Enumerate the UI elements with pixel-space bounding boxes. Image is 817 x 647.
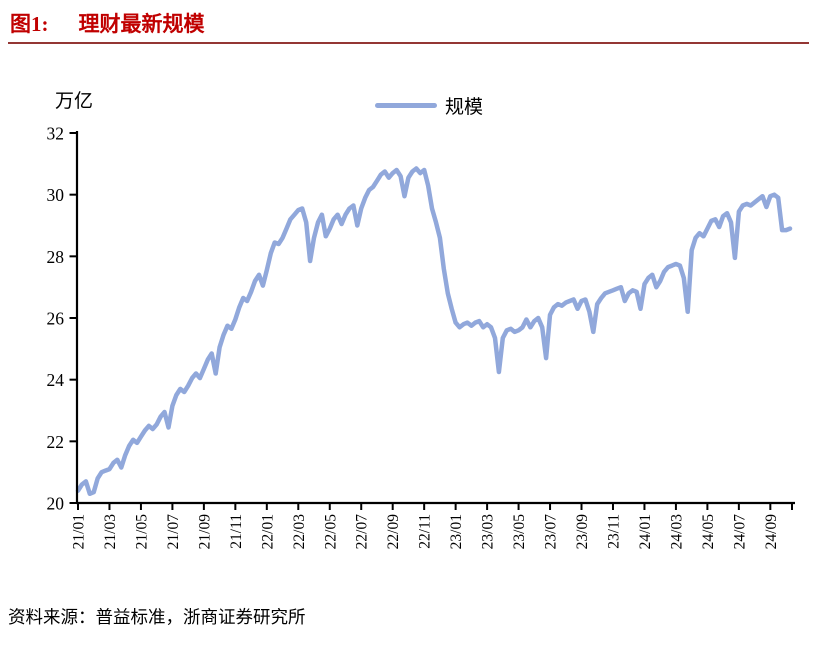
- y-tick-label: 30: [47, 185, 65, 205]
- figure-title: 图1: 理财最新规模: [10, 8, 205, 38]
- y-tick-label: 28: [47, 247, 65, 267]
- y-axis-ticks: 20 22 24 26 28 30 32: [47, 124, 77, 514]
- x-tick-label: 23/09: [574, 514, 591, 550]
- x-tick-label: 24/09: [763, 514, 780, 550]
- x-tick-label: 21/01: [71, 514, 88, 549]
- chart-legend: 规模: [375, 92, 483, 119]
- x-tick-label: 21/05: [133, 514, 150, 550]
- y-axis-unit-label: 万亿: [55, 91, 94, 112]
- x-tick-label: 23/07: [543, 514, 560, 550]
- source-note: 资料来源：普益标准，浙商证券研究所: [8, 607, 306, 627]
- x-tick-label: 23/01: [448, 514, 465, 549]
- x-axis-ticks: 21/01 21/03 21/05 21/07 21/09 21/11 22/01 22/03…: [71, 503, 793, 549]
- x-tick-label: 22/07: [354, 514, 371, 550]
- page-title: 理财最新规模: [78, 12, 205, 36]
- x-tick-label: 21/09: [196, 514, 213, 550]
- plot-area: [75, 166, 793, 497]
- x-tick-label: 21/07: [165, 514, 182, 550]
- x-tick-label: 22/01: [259, 514, 276, 549]
- y-tick-label: 32: [47, 124, 65, 144]
- x-tick-label: 21/03: [102, 514, 119, 550]
- legend-series-label: 规模: [445, 97, 484, 118]
- x-tick-label: 24/03: [668, 514, 685, 550]
- y-tick-label: 20: [47, 494, 65, 514]
- x-tick-label: 22/05: [322, 514, 339, 550]
- x-tick-label: 24/07: [731, 514, 748, 550]
- legend-line-swatch: [375, 103, 437, 108]
- x-tick-label: 22/03: [291, 514, 308, 550]
- figure-number: 图1:: [10, 12, 49, 36]
- x-tick-label: 22/09: [385, 514, 402, 550]
- y-tick-label: 22: [47, 432, 65, 452]
- title-divider: [8, 42, 809, 44]
- x-tick-label: 23/05: [511, 514, 528, 550]
- x-tick-label: 23/11: [605, 514, 622, 549]
- scale-series-line: [75, 166, 793, 497]
- y-tick-label: 24: [47, 370, 65, 390]
- x-tick-label: 21/11: [228, 514, 245, 549]
- x-tick-label: 23/03: [480, 514, 497, 550]
- x-tick-label: 24/05: [700, 514, 717, 550]
- x-tick-label: 22/11: [417, 514, 434, 549]
- y-tick-label: 26: [47, 309, 65, 329]
- axes: [75, 131, 795, 505]
- x-tick-label: 24/01: [637, 514, 654, 549]
